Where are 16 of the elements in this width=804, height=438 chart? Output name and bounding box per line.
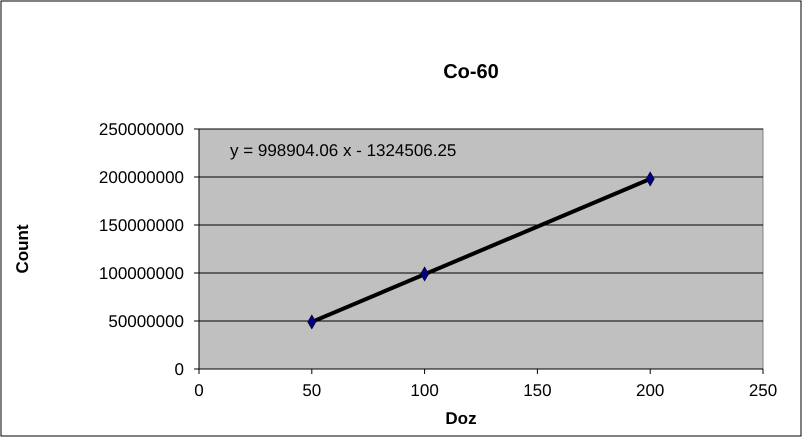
x-tick-label: 100 (410, 381, 439, 400)
x-axis-title: Doz (445, 409, 477, 428)
x-tick-label: 0 (194, 381, 204, 400)
x-tick-label: 50 (302, 381, 322, 400)
y-tick-label: 200000000 (98, 168, 184, 187)
y-axis-title: Count (13, 224, 32, 274)
x-tick-label: 200 (636, 381, 664, 400)
x-tick-label: 250 (748, 381, 778, 400)
x-tick-label: 150 (523, 381, 552, 400)
y-tick-label: 250000000 (98, 120, 184, 139)
annotation: y = 998904.06 x - 1324506.25 (230, 141, 456, 160)
chart-title: Co-60 (443, 61, 499, 83)
y-tick-label: 50000000 (108, 312, 184, 331)
y-tick-label: 150000000 (98, 216, 184, 235)
y-tick-label: 100000000 (98, 264, 184, 283)
y-tick-label: 0 (174, 360, 184, 379)
